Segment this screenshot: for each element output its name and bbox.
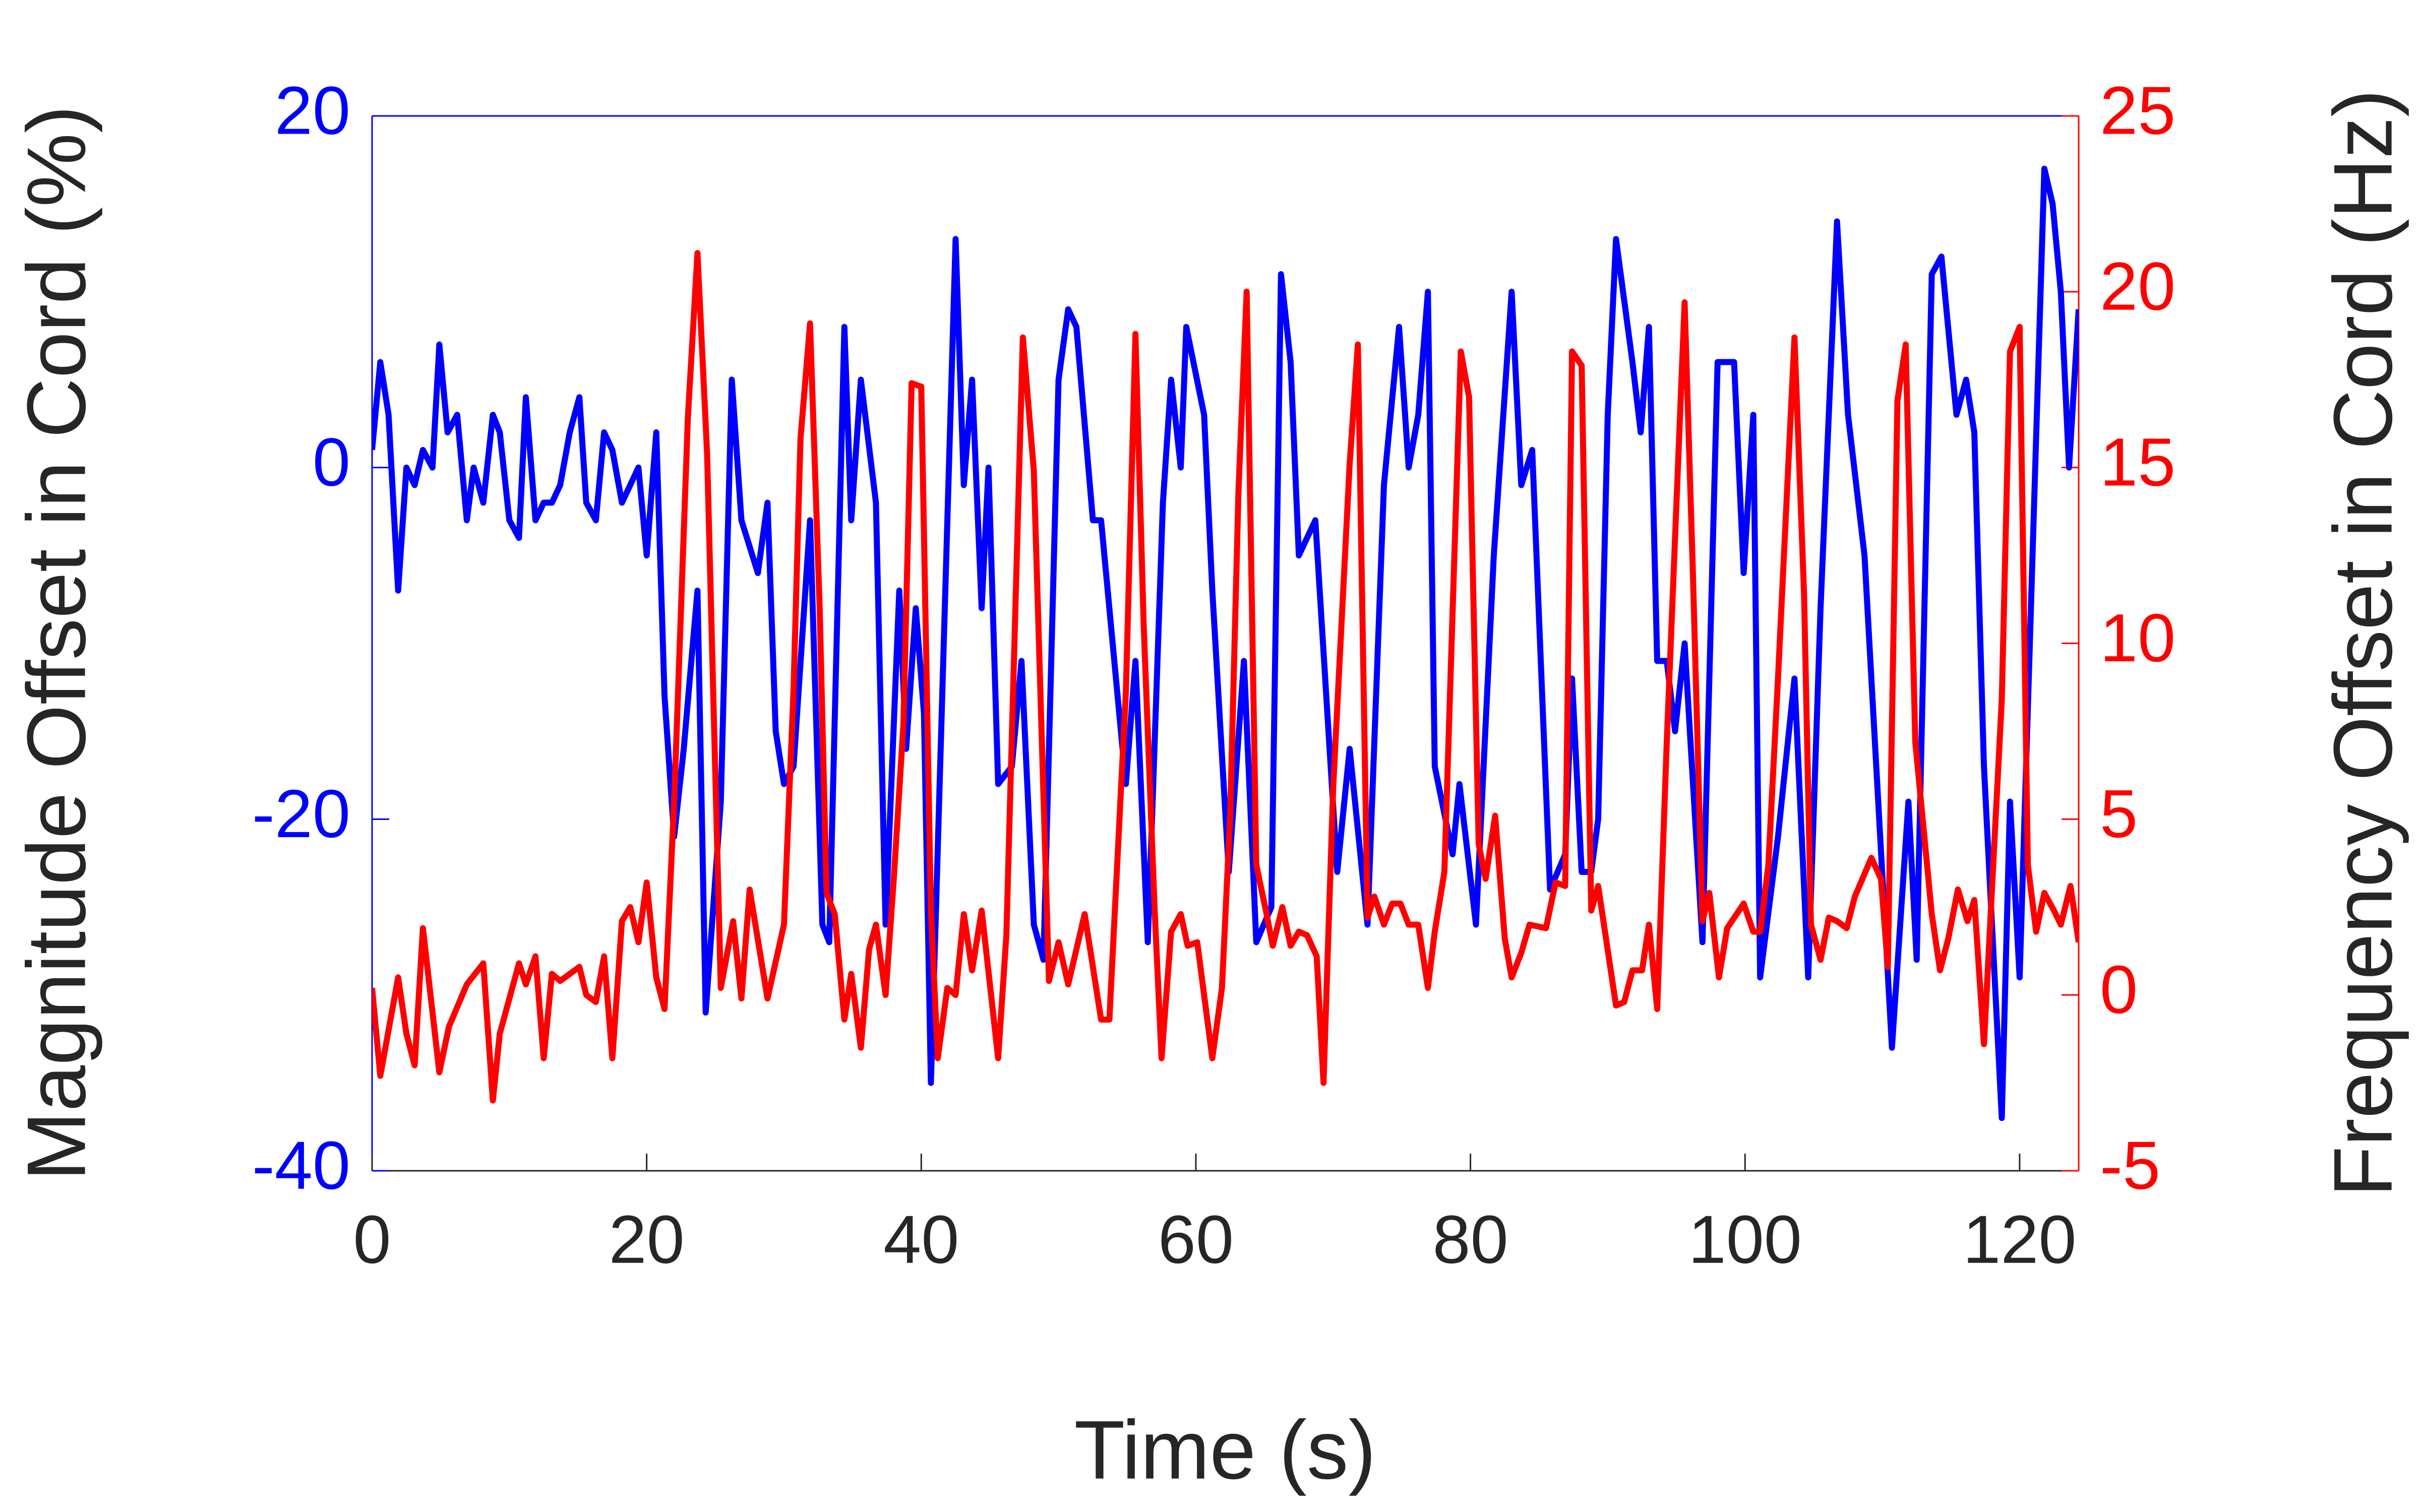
x-tick-label: 60 xyxy=(1158,1202,1234,1278)
x-tick-label: 0 xyxy=(353,1202,391,1278)
y2-tick-label: 5 xyxy=(2100,776,2138,852)
y2-tick-label: 20 xyxy=(2100,248,2175,324)
y2-tick-label: 0 xyxy=(2100,952,2138,1028)
plot-area xyxy=(372,165,2079,1121)
x-tick-label: 80 xyxy=(1433,1202,1508,1278)
x-axis-label: Time (s) xyxy=(1074,1404,1376,1496)
data-line xyxy=(372,250,2079,1104)
y-tick-label: 0 xyxy=(313,424,350,500)
y2-tick-label: 15 xyxy=(2100,424,2175,500)
y2-tick-label: 10 xyxy=(2100,600,2175,676)
y-tick-label: 20 xyxy=(275,73,350,149)
y-tick-label: -20 xyxy=(252,776,350,852)
x-tick-label: 40 xyxy=(883,1202,959,1278)
y-axis-label: Magnitude Offset in Cord (%) xyxy=(10,105,103,1181)
y2-axis-label: Frequency Offset in Cord (Hz) xyxy=(2317,89,2409,1197)
x-tick-label: 20 xyxy=(609,1202,685,1278)
y-tick-label: -40 xyxy=(252,1127,350,1204)
data-line xyxy=(372,165,2079,1121)
y2-tick-label: -5 xyxy=(2100,1127,2160,1204)
x-tick-label: 120 xyxy=(1963,1202,2076,1278)
y2-tick-label: 25 xyxy=(2100,73,2175,149)
x-tick-label: 100 xyxy=(1688,1202,1802,1278)
